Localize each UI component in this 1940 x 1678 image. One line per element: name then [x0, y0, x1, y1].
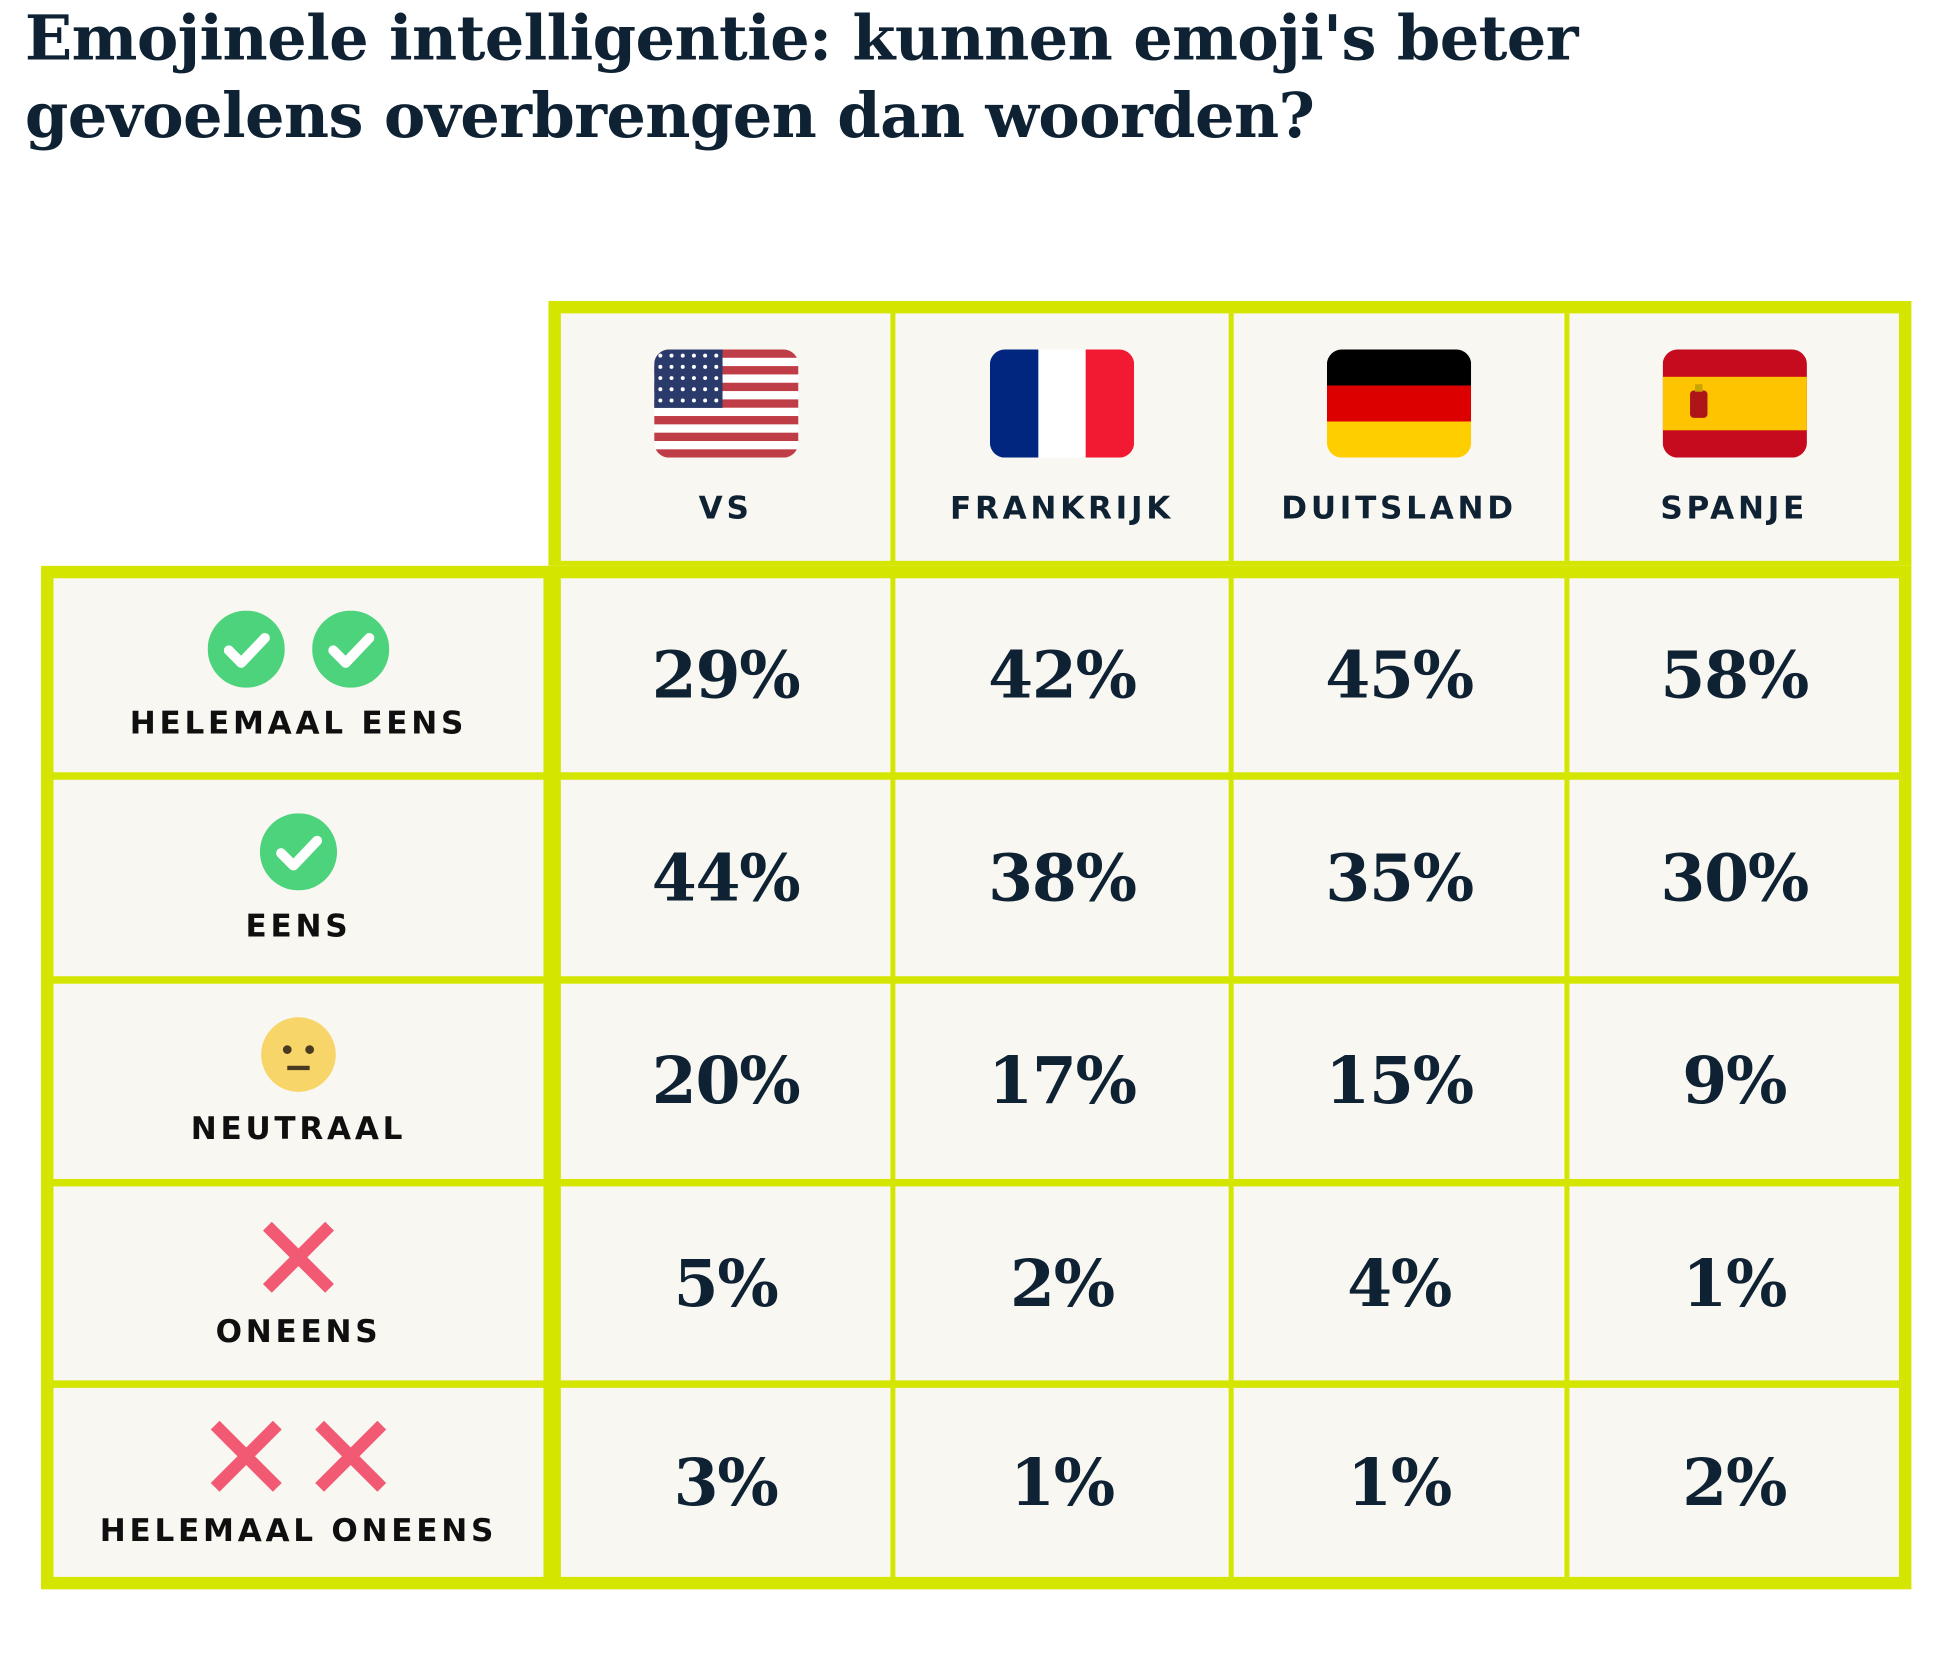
percentage-value: 58% [1660, 637, 1809, 714]
percentage-value: 44% [651, 840, 801, 916]
percentage-value: 29% [651, 637, 801, 714]
row-header: ONEENS [53, 1186, 544, 1381]
table-cell: 58% [1569, 578, 1899, 773]
double-cross-icon [208, 1417, 390, 1494]
percentage-value: 3% [673, 1444, 779, 1521]
column-header: DUITSLAND [1233, 313, 1565, 561]
table-cell: 45% [1233, 578, 1565, 773]
percentage-value: 2% [1010, 1245, 1115, 1322]
country-label: VS [698, 489, 753, 526]
row-header: NEUTRAAL [53, 983, 544, 1179]
spain-flag-icon [1662, 348, 1807, 458]
table-cell: 29% [560, 578, 891, 773]
percentage-value: 1% [1010, 1444, 1115, 1521]
percentage-value: 1% [1347, 1444, 1452, 1521]
table-cell: 15% [1233, 983, 1565, 1179]
us-flag-icon [653, 348, 798, 458]
neutral-face-icon [261, 1017, 336, 1092]
table-header: VS FRANKRIJK DUITSLAND SPANJE [548, 300, 1912, 566]
table-cell: 20% [560, 983, 891, 1179]
table-cell: 5% [560, 1186, 891, 1381]
percentage-value: 38% [988, 840, 1137, 916]
percentage-value: 35% [1325, 840, 1474, 916]
neutral-face-icon [260, 1016, 337, 1093]
germany-flag-icon [1326, 348, 1472, 458]
france-flag-icon [989, 348, 1135, 458]
table-cell: 2% [1569, 1387, 1899, 1577]
percentage-value: 15% [1325, 1043, 1474, 1120]
column-header: VS [560, 313, 891, 561]
column-header: SPANJE [1569, 313, 1899, 561]
country-label: SPANJE [1660, 489, 1809, 526]
row-label: ONEENS [215, 1312, 382, 1349]
percentage-value: 30% [1660, 840, 1809, 916]
row-label: HELEMAAL EENS [129, 704, 468, 741]
percentage-value: 1% [1682, 1245, 1787, 1322]
cross-icon [315, 1420, 387, 1492]
percentage-value: 20% [651, 1043, 801, 1120]
table-cell: 30% [1569, 779, 1899, 977]
check-icon [259, 812, 338, 890]
table-cell: 2% [895, 1186, 1229, 1381]
table-cell: 17% [895, 983, 1229, 1179]
row-label: EENS [245, 907, 352, 944]
row-header: EENS [53, 779, 544, 977]
table-cell: 35% [1233, 779, 1565, 977]
country-label: FRANKRIJK [949, 489, 1175, 526]
check-icon [312, 609, 390, 688]
table-cell: 3% [560, 1387, 891, 1577]
percentage-value: 9% [1682, 1043, 1787, 1120]
cross-icon [210, 1420, 282, 1492]
page-title: Emojinele intelligentie: kunnen emoji's … [24, 1, 1579, 152]
table-cell: 1% [1569, 1186, 1899, 1381]
table-cell: 1% [895, 1387, 1229, 1577]
table-cell: 9% [1569, 983, 1899, 1179]
cross-icon [262, 1221, 334, 1293]
check-icon [207, 609, 285, 688]
percentage-value: 4% [1347, 1245, 1452, 1322]
double-check-icon [207, 609, 390, 688]
row-label: NEUTRAAL [190, 1110, 407, 1147]
table-cell: 1% [1233, 1387, 1565, 1577]
table-cell: 38% [895, 779, 1229, 977]
cross-icon [260, 1218, 337, 1295]
percentage-value: 45% [1325, 637, 1474, 714]
check-icon [259, 812, 338, 890]
row-header: HELEMAAL EENS [53, 578, 544, 773]
table-cell: 4% [1233, 1186, 1565, 1381]
table-body: HELEMAAL EENS 29% 42% 45% 58% EENS 44% 38% 35% 30… [41, 565, 1912, 1590]
percentage-value: 42% [988, 637, 1137, 714]
country-label: DUITSLAND [1281, 489, 1517, 526]
row-header: HELEMAAL ONEENS [53, 1387, 544, 1577]
column-header: FRANKRIJK [895, 313, 1229, 561]
row-label: HELEMAAL ONEENS [99, 1511, 498, 1548]
table-cell: 44% [560, 779, 891, 977]
percentage-value: 5% [673, 1245, 779, 1322]
percentage-value: 2% [1682, 1444, 1787, 1521]
percentage-value: 17% [988, 1043, 1137, 1120]
table-cell: 42% [895, 578, 1229, 773]
